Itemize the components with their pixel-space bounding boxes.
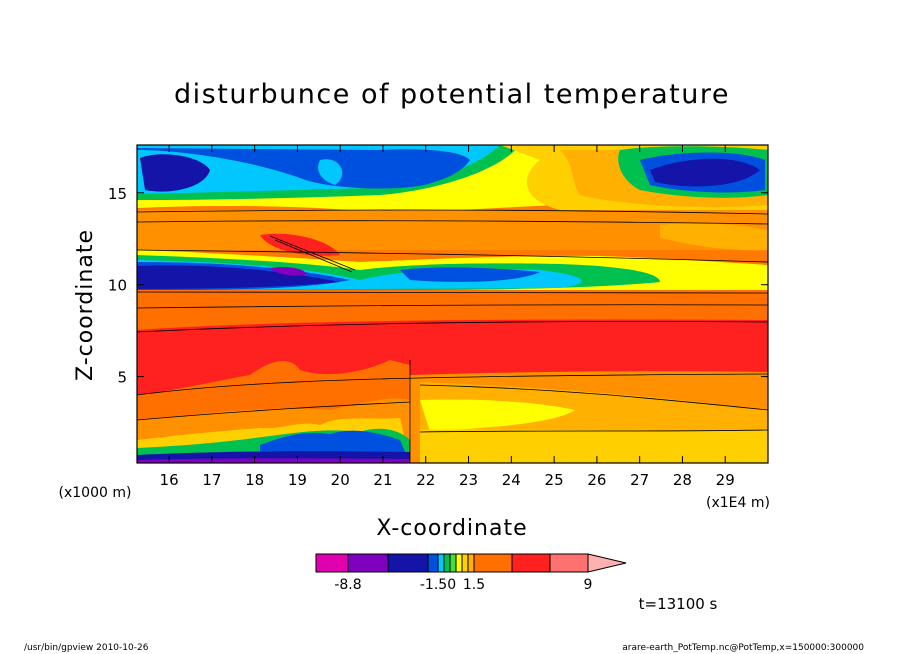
footer-right: arare-earth_PotTemp.nc@PotTemp,x=150000:… xyxy=(622,643,864,653)
x-tick-label: 28 xyxy=(673,471,692,489)
colorbar-segment xyxy=(467,553,475,573)
x-tick-label: 23 xyxy=(459,471,478,489)
x-tick-label: 20 xyxy=(331,471,350,489)
y-axis-label: Z-coordinate xyxy=(73,229,98,381)
y-tick-label: 5 xyxy=(117,369,127,387)
x-tick-label: 18 xyxy=(245,471,264,489)
x-unit-right: (x1E4 m) xyxy=(706,495,770,511)
y-tick-label: 15 xyxy=(108,185,127,203)
time-label: t=13100 s xyxy=(639,595,718,613)
x-tick-label: 27 xyxy=(630,471,649,489)
colorbar-label: 9 xyxy=(584,577,593,593)
colorbar-label: -1.50 xyxy=(420,577,456,593)
colorbar-label: -8.8 xyxy=(334,577,361,593)
colorbar-segment xyxy=(461,553,469,573)
contour-field xyxy=(137,145,768,463)
chart-title: disturbunce of potential temperature xyxy=(174,79,730,110)
colorbar-segment xyxy=(347,553,389,573)
colorbar-segment xyxy=(449,553,457,573)
colorbar-segment xyxy=(427,553,439,573)
x-tick-label: 21 xyxy=(373,471,392,489)
x-tick-label: 26 xyxy=(587,471,606,489)
colorbar-label: 1.5 xyxy=(463,577,485,593)
x-tick-label: 24 xyxy=(502,471,521,489)
colorbar-segment xyxy=(473,553,513,573)
colorbar-arrow xyxy=(587,553,627,573)
colorbar xyxy=(315,553,627,573)
x-unit-left: (x1000 m) xyxy=(59,485,132,501)
x-axis: 16 17 18 19 20 21 22 23 24 25 26 27 28 29 xyxy=(160,145,735,489)
colorbar-segment xyxy=(437,553,445,573)
footer-left: /usr/bin/gpview 2010-10-26 xyxy=(24,643,149,653)
colorbar-labels: -8.8 -1.50 1.5 9 xyxy=(334,577,592,593)
x-tick-label: 25 xyxy=(545,471,564,489)
x-tick-label: 17 xyxy=(202,471,221,489)
colorbar-segment xyxy=(455,553,463,573)
x-tick-label: 19 xyxy=(288,471,307,489)
x-tick-label: 16 xyxy=(160,471,179,489)
x-axis-label: X-coordinate xyxy=(376,516,527,541)
colorbar-segment xyxy=(443,553,451,573)
colorbar-segment xyxy=(315,553,349,573)
colorbar-segment xyxy=(549,553,589,573)
y-tick-label: 10 xyxy=(108,277,127,295)
colorbar-segment xyxy=(387,553,429,573)
plot-frame xyxy=(136,144,769,464)
x-tick-label: 22 xyxy=(416,471,435,489)
x-tick-label: 29 xyxy=(716,471,735,489)
y-axis: 5 10 15 xyxy=(108,185,768,387)
colorbar-segment xyxy=(511,553,551,573)
